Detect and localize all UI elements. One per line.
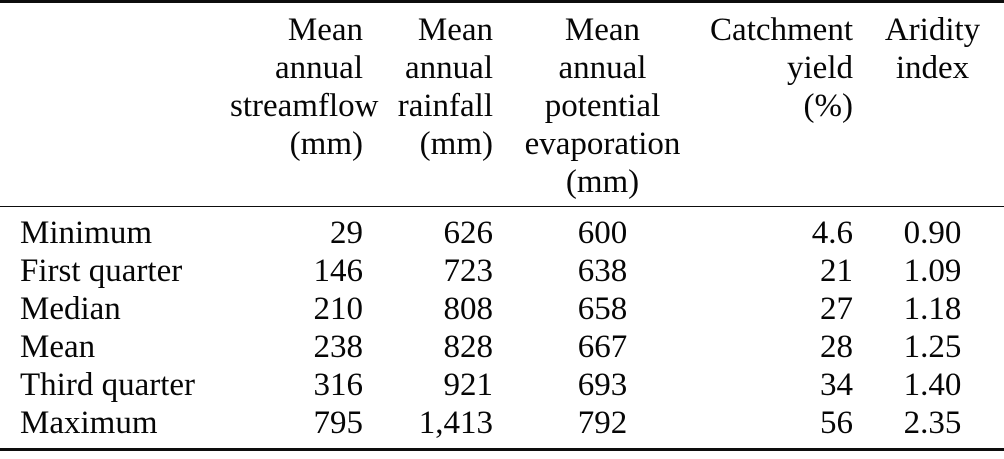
cell-yield: 28 [820, 329, 853, 365]
row-label: Minimum [20, 215, 153, 251]
header-line: (mm) [565, 164, 640, 200]
header-line: (%) [803, 88, 853, 124]
cell-evaporation: 667 [577, 329, 628, 365]
header-line: annual [405, 50, 493, 86]
header-line: Aridity [884, 12, 981, 48]
header-line: Mean [417, 12, 493, 48]
cell-rainfall: 828 [443, 329, 494, 365]
cell-aridity: 1.40 [903, 367, 962, 403]
row-label: Maximum [20, 405, 158, 441]
header-line: index [895, 50, 970, 86]
cell-evaporation: 792 [577, 405, 628, 441]
cell-aridity: 2.35 [903, 405, 962, 441]
header-line: yield [787, 50, 853, 86]
cell-rainfall: 808 [443, 291, 494, 327]
table-body: Minimum 29 626 600 4.6 0.90 First quarte… [0, 207, 1004, 450]
cell-evaporation: 693 [577, 367, 628, 403]
row-label: Third quarter [20, 367, 196, 403]
header-line: evaporation [524, 126, 681, 162]
cell-aridity: 1.25 [903, 329, 962, 365]
row-label: Median [20, 291, 121, 327]
cell-aridity: 0.90 [903, 215, 962, 251]
header-catchment-yield: Catchment yield (%) [710, 1, 855, 207]
header-row-label-column [0, 1, 230, 207]
header-line: streamflow [230, 88, 379, 124]
row-label: Mean [20, 329, 96, 365]
header-line: annual [275, 50, 363, 86]
table-row-maximum: Maximum 795 1,413 792 56 2.35 [0, 404, 1004, 450]
header-line: Mean [287, 12, 363, 48]
cell-yield: 21 [820, 253, 853, 289]
header-line: Catchment [710, 12, 853, 48]
header-line: rainfall [397, 88, 493, 124]
cell-streamflow: 29 [330, 215, 363, 251]
cell-rainfall: 723 [443, 253, 494, 289]
header-mean-annual-rainfall: Mean annual rainfall (mm) [365, 1, 495, 207]
header-line: (mm) [419, 126, 493, 162]
header-line: annual [558, 50, 647, 86]
cell-aridity: 1.09 [903, 253, 962, 289]
cell-yield: 56 [820, 405, 853, 441]
cell-evaporation: 638 [577, 253, 628, 289]
table-header: Mean annual streamflow (mm) Mean annual … [0, 1, 1004, 207]
header-line: potential [544, 88, 661, 124]
cell-rainfall: 626 [443, 215, 494, 251]
header-mean-annual-potential-evaporation: Mean annual potential evaporation (mm) [495, 1, 710, 207]
table-row-mean: Mean 238 828 667 28 1.25 [0, 328, 1004, 366]
table-row-median: Median 210 808 658 27 1.18 [0, 290, 1004, 328]
table-row-first-quarter: First quarter 146 723 638 21 1.09 [0, 252, 1004, 290]
cell-streamflow: 210 [313, 291, 364, 327]
header-line: Mean [564, 12, 641, 48]
cell-streamflow: 146 [313, 253, 364, 289]
cell-rainfall: 921 [443, 367, 494, 403]
cell-yield: 34 [820, 367, 853, 403]
row-label: First quarter [20, 253, 183, 289]
cell-streamflow: 316 [313, 367, 364, 403]
cell-evaporation: 658 [577, 291, 628, 327]
table-row-minimum: Minimum 29 626 600 4.6 0.90 [0, 207, 1004, 253]
header-row: Mean annual streamflow (mm) Mean annual … [0, 1, 1004, 207]
header-line: (mm) [289, 126, 363, 162]
header-mean-annual-streamflow: Mean annual streamflow (mm) [230, 1, 379, 207]
header-aridity-index: Aridity index [855, 1, 1004, 207]
table-row-third-quarter: Third quarter 316 921 693 34 1.40 [0, 366, 1004, 404]
cell-streamflow: 795 [313, 405, 364, 441]
cell-evaporation: 600 [577, 215, 628, 251]
cell-yield: 27 [820, 291, 853, 327]
cell-aridity: 1.18 [903, 291, 962, 327]
cell-streamflow: 238 [313, 329, 364, 365]
cell-rainfall: 1,413 [418, 405, 493, 441]
cell-yield: 4.6 [811, 215, 853, 251]
